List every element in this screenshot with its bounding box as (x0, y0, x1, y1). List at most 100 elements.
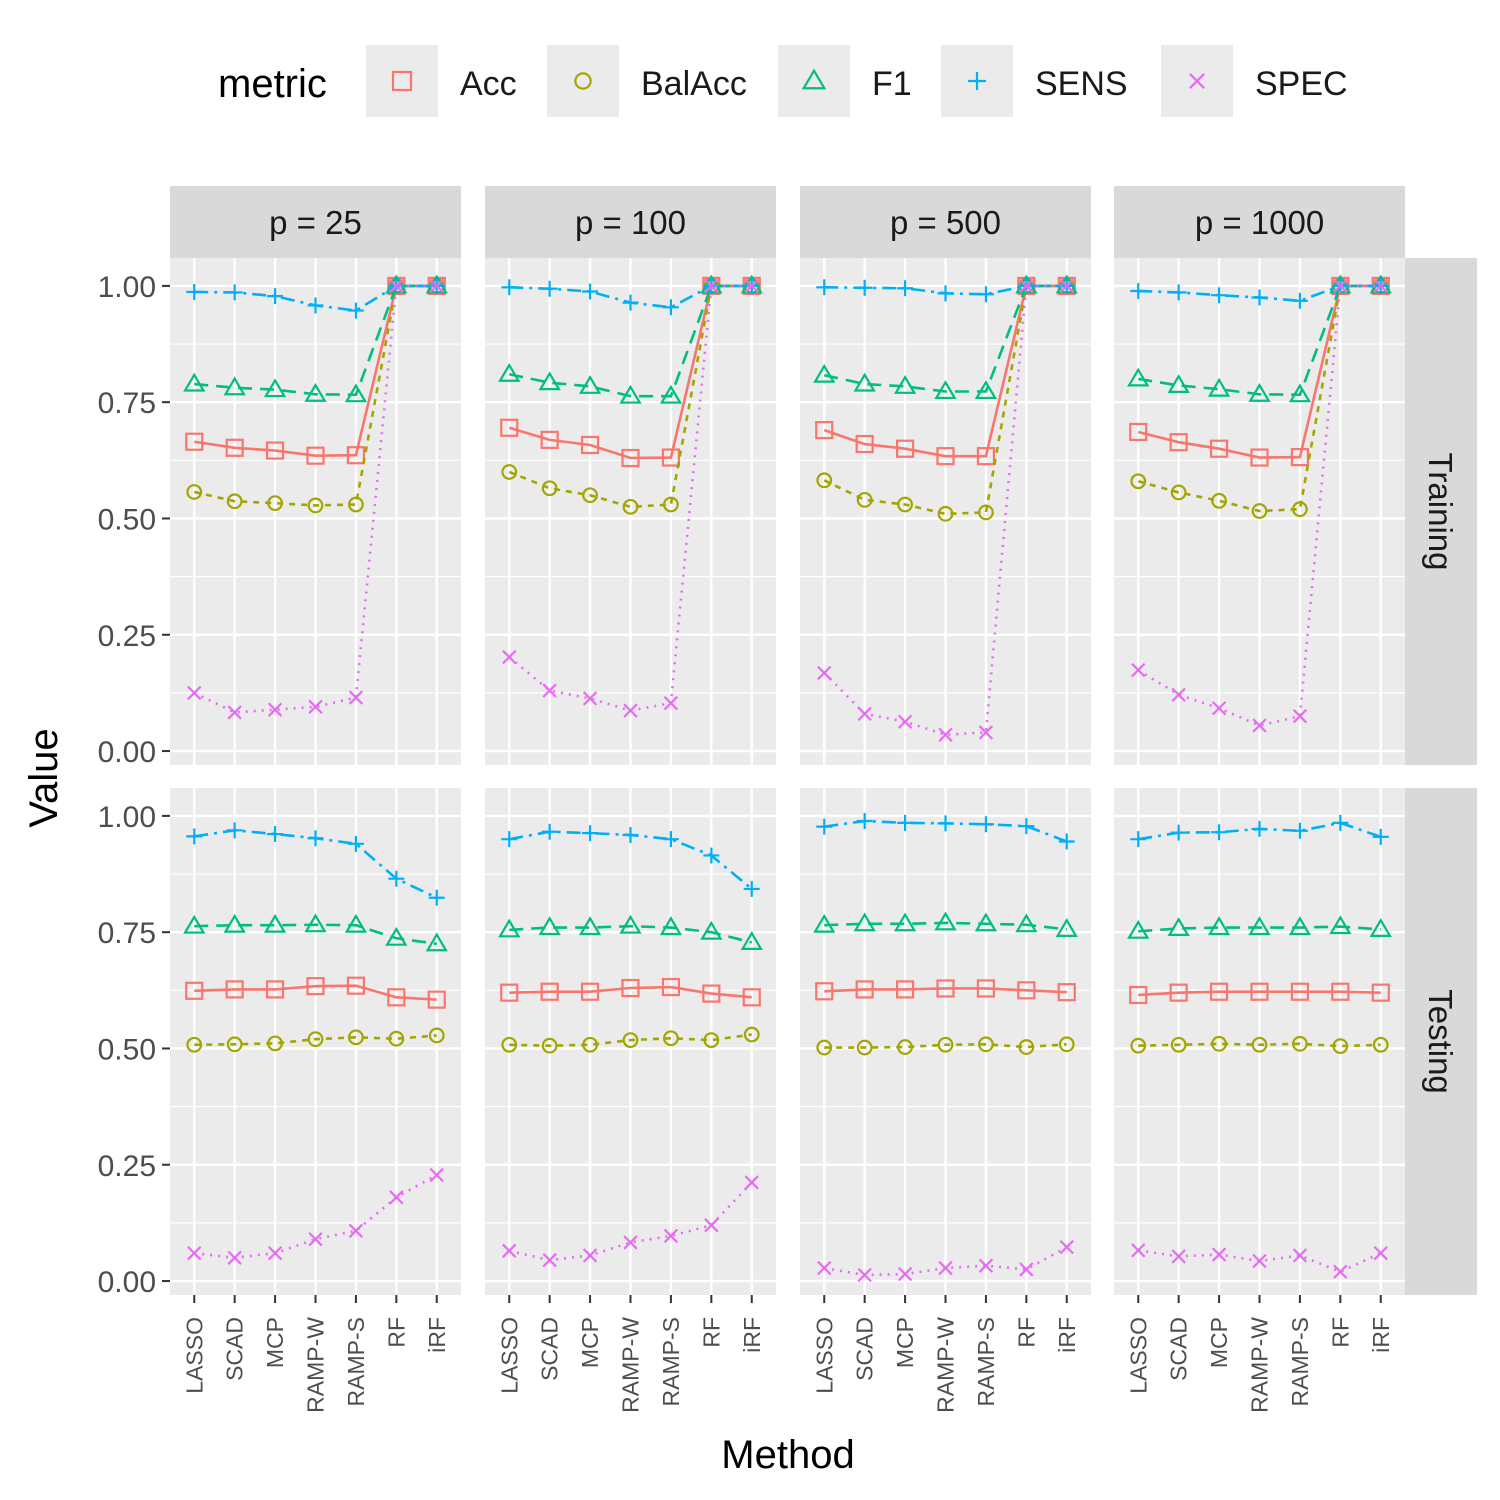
data-point-acc (1250, 448, 1269, 467)
data-point-balacc (703, 1032, 720, 1049)
data-point-f1 (1207, 916, 1231, 936)
data-point-acc (185, 432, 204, 451)
x-tick-label: MCP (892, 1317, 918, 1368)
series-line-balacc (194, 1034, 437, 1047)
data-point-acc (540, 982, 559, 1001)
facet-strip-col-label: p = 100 (575, 204, 686, 241)
legend-marker-balacc (574, 72, 592, 90)
data-point-spec (744, 1175, 759, 1190)
data-point-sens (1251, 289, 1268, 306)
data-point-spec (663, 695, 679, 711)
facet-strip-col-label: p = 25 (269, 204, 362, 241)
data-point-f1 (659, 384, 683, 404)
data-point-acc (500, 983, 519, 1002)
data-point-f1 (344, 913, 368, 933)
data-point-acc (855, 980, 874, 999)
x-tick-label: SCAD (537, 1317, 563, 1381)
data-point-f1 (700, 920, 723, 940)
x-tick-label: RAMP-S (343, 1317, 369, 1406)
data-point-acc (387, 988, 406, 1007)
x-tick-label: iRF (739, 1317, 765, 1353)
data-point-f1 (659, 916, 683, 936)
data-point-balacc (1130, 1037, 1147, 1054)
y-tick-label: 1.00 (98, 801, 156, 834)
data-point-sens (1130, 283, 1147, 300)
data-point-f1 (1055, 918, 1078, 937)
y-tick-label: 0.75 (98, 387, 156, 420)
data-point-sens (267, 826, 284, 843)
x-tick-label: RF (1013, 1317, 1039, 1348)
data-point-balacc (622, 498, 639, 515)
data-point-spec (502, 1243, 517, 1258)
data-point-sens (1170, 824, 1187, 841)
data-point-acc (540, 430, 559, 449)
x-tick-label: RAMP-S (1287, 1317, 1313, 1406)
data-point-f1 (183, 914, 206, 934)
data-point-acc (1017, 981, 1036, 1000)
x-tick-label: LASSO (811, 1317, 837, 1394)
data-point-acc (306, 446, 325, 465)
data-point-spec (1333, 1264, 1348, 1279)
facet-strip-row (1405, 258, 1477, 765)
data-point-acc (346, 446, 366, 465)
data-point-f1 (813, 363, 836, 383)
data-point-f1 (1288, 383, 1312, 403)
data-point-sens (582, 825, 599, 842)
data-point-sens (622, 826, 639, 843)
data-point-f1 (263, 913, 287, 933)
data-point-sens (703, 847, 720, 864)
data-point-balacc (663, 1030, 679, 1047)
data-point-balacc (501, 464, 518, 480)
data-point-balacc (1251, 1036, 1268, 1053)
x-tick-label: RF (1327, 1317, 1353, 1348)
data-point-acc (1331, 982, 1350, 1001)
data-point-f1 (498, 918, 521, 938)
x-tick-label: RAMP-S (658, 1317, 684, 1406)
data-point-balacc (307, 1031, 324, 1048)
legend: metric Acc BalAcc F1 SENS SPEC (218, 45, 1348, 117)
data-point-spec (582, 691, 598, 706)
data-point-sens (937, 285, 954, 302)
data-point-f1 (619, 914, 642, 934)
x-tick-label: MCP (262, 1317, 288, 1368)
x-tick-label: RAMP-W (618, 1317, 644, 1413)
data-point-spec (308, 1232, 323, 1247)
data-point-balacc (1170, 484, 1187, 501)
data-point-balacc (267, 1035, 283, 1052)
data-point-spec (897, 714, 913, 729)
data-point-sens (307, 297, 324, 314)
data-point-spec (348, 690, 364, 705)
data-point-acc (661, 448, 681, 467)
data-point-spec (1292, 1248, 1308, 1263)
x-tick-label: MCP (1206, 1317, 1232, 1368)
data-point-acc (1250, 982, 1269, 1001)
data-point-spec (1333, 278, 1348, 294)
data-point-f1 (853, 372, 876, 392)
data-point-f1 (619, 384, 642, 404)
data-point-f1 (498, 362, 521, 382)
data-point-spec (1019, 1262, 1034, 1277)
data-point-spec (542, 683, 557, 698)
data-point-spec (623, 1235, 638, 1250)
data-point-balacc (663, 496, 679, 513)
data-point-spec (857, 1267, 872, 1283)
data-point-acc (702, 984, 721, 1003)
data-point-spec (1059, 1239, 1074, 1255)
data-point-acc (1129, 422, 1148, 442)
facet-panel (1114, 788, 1405, 1295)
data-point-spec (704, 278, 719, 294)
y-tick-label: 0.50 (98, 1033, 156, 1066)
data-point-f1 (578, 916, 602, 936)
data-point-sens (1130, 831, 1147, 848)
series-line-acc (509, 985, 752, 999)
data-point-sens (937, 815, 954, 832)
data-point-spec (1131, 1243, 1146, 1258)
data-point-spec (663, 1228, 679, 1244)
y-tick-label: 0.25 (98, 1150, 156, 1183)
data-point-balacc (1130, 473, 1147, 490)
facet-strip-row-label: Testing (1422, 989, 1459, 1094)
data-point-f1 (304, 382, 327, 402)
x-tick-label: RAMP-S (973, 1317, 999, 1406)
series-line-f1 (509, 924, 753, 944)
data-point-acc (976, 447, 996, 466)
